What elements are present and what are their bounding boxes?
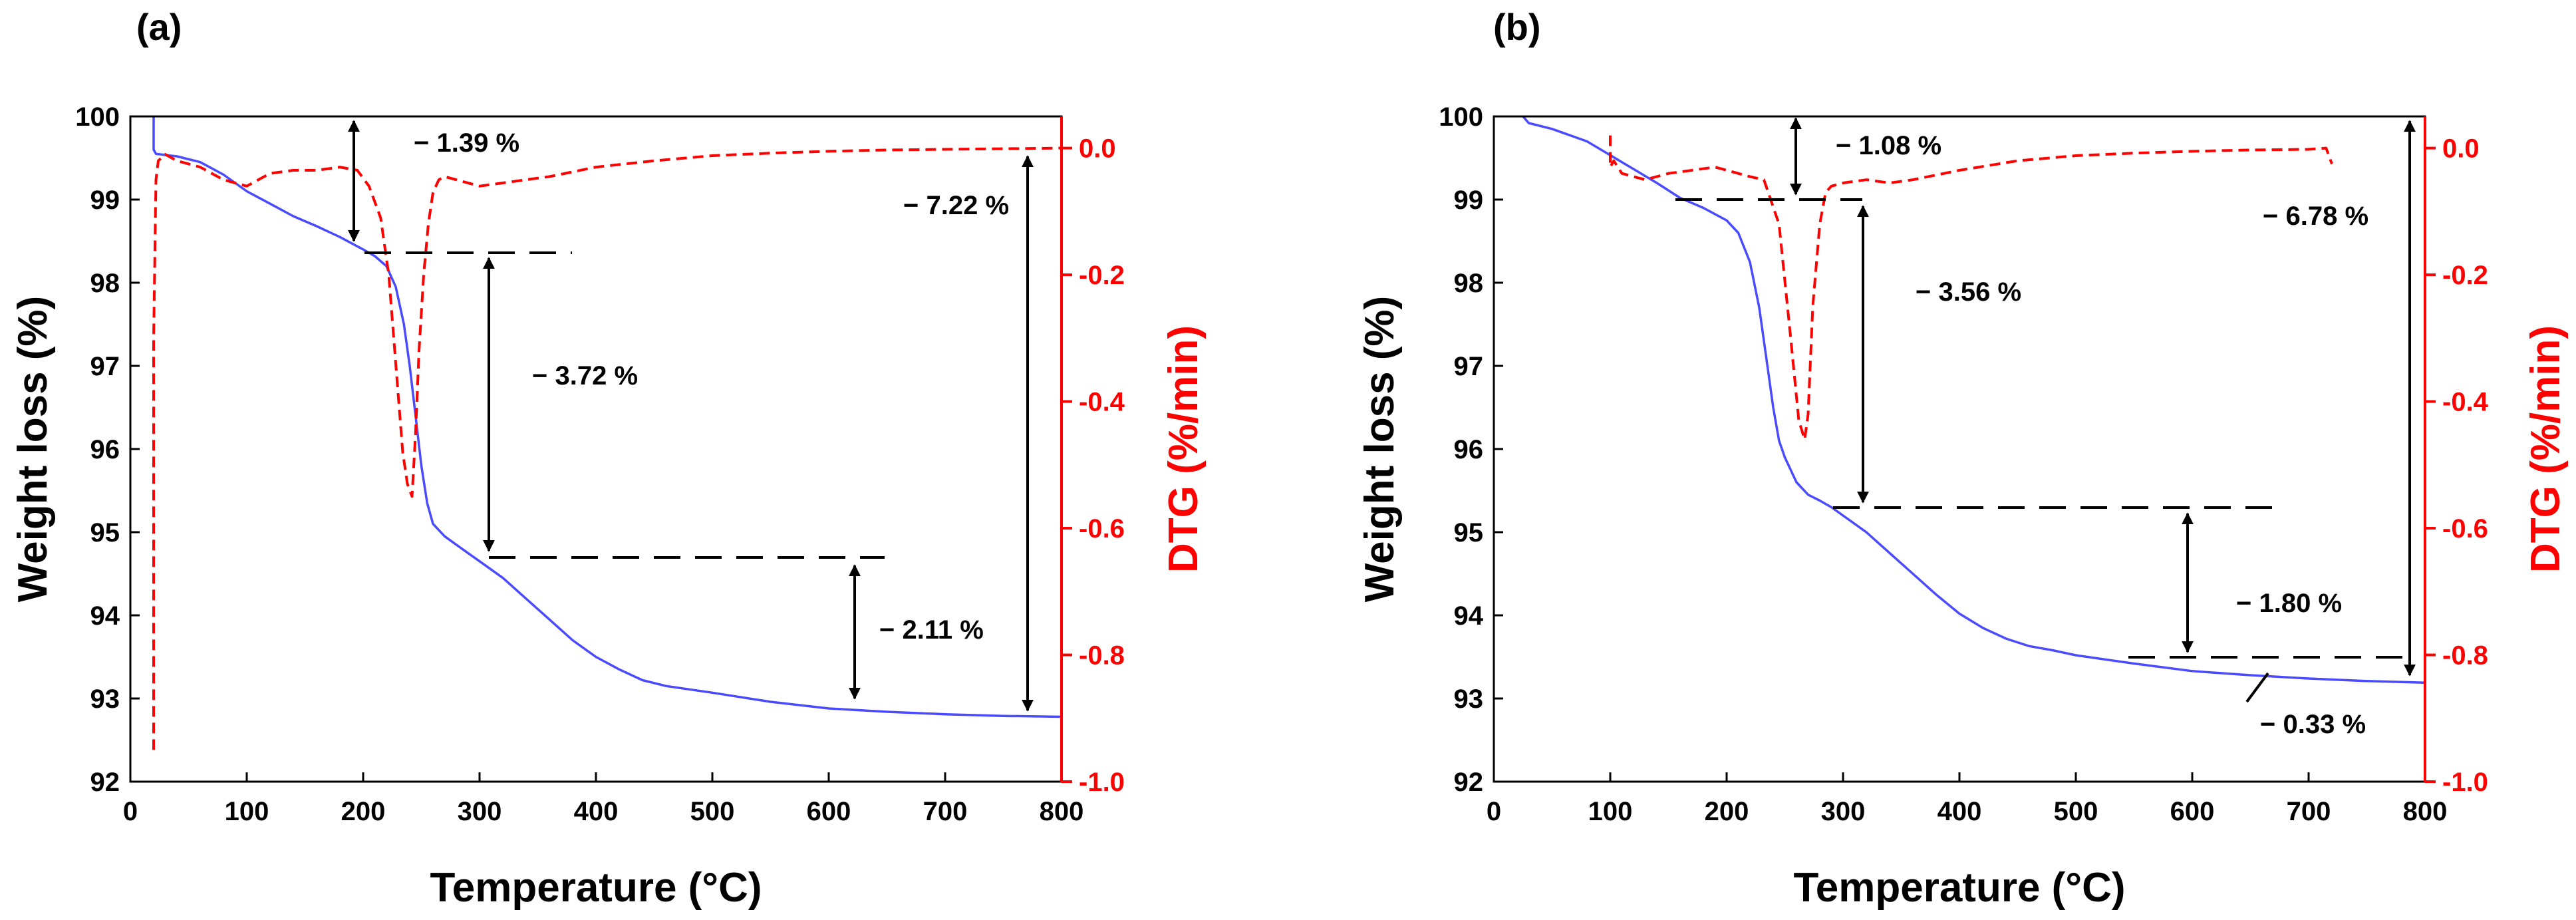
panel-a-y2tick-label: -0.2 — [1079, 261, 1125, 290]
panel-a-ticks: 0 100 200 300 400 500 600 700 800 92 93 94 95 96 97 98 9… — [75, 102, 1125, 826]
panel-a-anno-3: − 2.11 % — [879, 615, 984, 645]
panel-a-label: (a) — [136, 6, 182, 48]
panel-a-ytick-label: 93 — [90, 685, 120, 714]
panel-a-ytick-label: 92 — [90, 768, 120, 797]
panel-b-anno-5: − 0.33 % — [2260, 710, 2366, 739]
panel-b-series-dtg-line — [1609, 135, 2333, 441]
panel-b-anno-2: − 3.56 % — [1916, 277, 2021, 307]
panel-b-xtick-label: 200 — [1705, 797, 1749, 826]
panel-b-xtick-label: 300 — [1821, 797, 1866, 826]
panel-b-y2tick-label: -0.8 — [2442, 641, 2488, 671]
panel-a-y2tick-label: 0.0 — [1079, 134, 1116, 164]
panel-a-xlabel: Temperature (°C) — [430, 865, 762, 911]
panel-b-xtick-label: 0 — [1487, 797, 1501, 826]
panel-b-series-weight-loss-line — [1522, 115, 2426, 685]
panel-a-series-dtg-line — [152, 146, 1062, 750]
panel-a-ytick-label: 98 — [90, 269, 120, 298]
panel-a-anno-1: − 1.39 % — [414, 128, 519, 158]
panel-b-xtick-label: 600 — [2170, 797, 2215, 826]
panel-a-xtick-label: 0 — [123, 797, 138, 826]
panel-a-y2tick-label: -0.6 — [1079, 514, 1125, 543]
panel-a-ytick-label: 94 — [90, 601, 120, 631]
panel-a-xtick-label: 300 — [458, 797, 502, 826]
panel-b-y2tick-label: -0.2 — [2442, 261, 2488, 290]
panel-b: (b) 0 100 200 300 400 500 600 700 800 92 93 94 95 96 9… — [1357, 6, 2569, 911]
panel-b-ytick-label: 98 — [1454, 269, 1484, 298]
panel-a-y2tick-label: -0.8 — [1079, 641, 1125, 671]
panel-a-ylabel: Weight loss (%) — [10, 296, 56, 602]
panel-a-ytick-label: 100 — [75, 102, 120, 132]
panel-a-xtick-label: 400 — [574, 797, 619, 826]
panel-b-anno-1: − 1.08 % — [1836, 131, 1941, 160]
panel-b-ytick-label: 95 — [1454, 518, 1484, 547]
panel-b-xtick-label: 700 — [2287, 797, 2331, 826]
panel-a-xtick-label: 800 — [1040, 797, 1084, 826]
panel-b-y2tick-label: -0.4 — [2442, 388, 2489, 417]
panel-a-xtick-label: 600 — [807, 797, 851, 826]
panel-b-ylabel: Weight loss (%) — [1357, 296, 1403, 602]
panel-a: (a) 0 100 200 300 400 500 600 700 800 92 93 94 95 96 9… — [10, 6, 1207, 911]
panel-a-y2label: DTG (%/min) — [1161, 325, 1207, 573]
panel-a-xtick-label: 500 — [690, 797, 735, 826]
panel-b-xlabel: Temperature (°C) — [1793, 865, 2125, 911]
panel-a-ytick-label: 97 — [90, 352, 120, 381]
panel-b-y2tick-label: -0.6 — [2442, 514, 2488, 543]
panel-b-ytick-label: 92 — [1454, 768, 1484, 797]
panel-a-y2tick-label: -1.0 — [1079, 768, 1125, 797]
panel-b-xtick-label: 100 — [1588, 797, 1633, 826]
panel-b-anno-4: − 6.78 % — [2263, 202, 2368, 231]
panel-b-ytick-label: 93 — [1454, 685, 1484, 714]
panel-a-ytick-label: 96 — [90, 435, 120, 464]
panel-b-xtick-label: 800 — [2403, 797, 2448, 826]
panel-b-ytick-label: 99 — [1454, 186, 1484, 215]
panel-a-xtick-label: 700 — [923, 797, 968, 826]
panel-a-ytick-label: 99 — [90, 186, 120, 215]
panel-b-y2tick-label: -1.0 — [2442, 768, 2488, 797]
panel-a-annotation-lines — [348, 120, 1034, 712]
panel-a-plot — [152, 116, 1062, 750]
panel-a-y2tick-label: -0.4 — [1079, 388, 1125, 417]
panel-b-ytick-label: 96 — [1454, 435, 1484, 464]
panel-a-anno-2: − 3.72 % — [532, 361, 638, 390]
panel-a-ytick-label: 95 — [90, 518, 120, 547]
panel-b-label: (b) — [1493, 6, 1541, 48]
panel-b-anno-3: − 1.80 % — [2236, 589, 2342, 618]
panel-b-y2label: DTG (%/min) — [2523, 325, 2569, 573]
panel-a-xtick-label: 100 — [225, 797, 269, 826]
panel-a-series-weight-loss-line — [152, 116, 1062, 718]
panel-b-ytick-label: 100 — [1439, 102, 1483, 132]
panel-a-xtick-label: 200 — [341, 797, 386, 826]
panel-b-xtick-label: 400 — [1937, 797, 1982, 826]
panel-b-ytick-label: 94 — [1454, 601, 1484, 631]
panel-b-plot — [1522, 115, 2426, 685]
panel-b-ytick-label: 97 — [1454, 352, 1484, 381]
panel-b-leader-033 — [2245, 672, 2269, 703]
panel-b-xtick-label: 500 — [2054, 797, 2098, 826]
panel-b-y2tick-label: 0.0 — [2442, 134, 2480, 164]
panel-b-annotation-lines — [1675, 117, 2416, 703]
panel-a-anno-4: − 7.22 % — [903, 191, 1009, 220]
